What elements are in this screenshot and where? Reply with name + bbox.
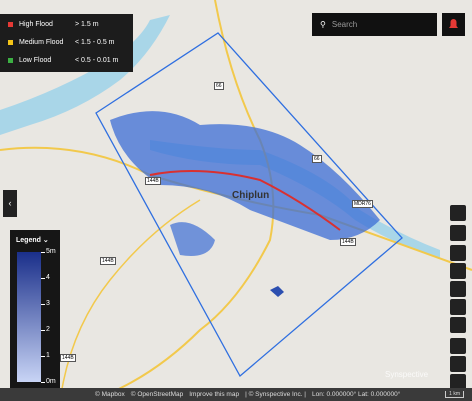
depth-legend: Legend ⌄ 5m 4 3 2 1 0m xyxy=(10,230,60,390)
road-shield: 144B xyxy=(340,238,356,246)
depth-tick xyxy=(41,278,45,279)
flood-legend-row: High Flood > 1.5 m xyxy=(0,16,133,32)
depth-label: 5m xyxy=(46,248,56,255)
depth-label: 3 xyxy=(46,300,50,307)
depth-tick xyxy=(41,356,45,357)
legend-title: Legend ⌄ xyxy=(16,237,49,244)
river xyxy=(0,15,170,135)
tool-button[interactable] xyxy=(450,338,466,354)
flood-area xyxy=(110,111,380,240)
road-shield: 144B xyxy=(100,257,116,265)
tool-button[interactable] xyxy=(450,374,466,390)
coordinates: Lon: 0.000000° Lat: 0.000000° xyxy=(312,391,401,398)
tool-button[interactable] xyxy=(450,263,466,279)
watermark: Synspective xyxy=(385,370,429,379)
attribution[interactable]: © Mapbox xyxy=(95,391,125,398)
flood-area xyxy=(270,286,284,297)
tool-button[interactable] xyxy=(450,205,466,221)
tool-button[interactable] xyxy=(450,317,466,333)
depth-label: 0m xyxy=(46,378,56,385)
swatch xyxy=(8,57,13,63)
scale-bar: 1 km xyxy=(445,391,464,398)
depth-tick xyxy=(41,382,45,383)
flood-label: High Flood xyxy=(19,20,53,28)
high-flood xyxy=(149,170,341,231)
aoi-boundary xyxy=(95,32,403,378)
flood-label: Low Flood xyxy=(19,56,52,64)
attribution: | © Synspective Inc. | xyxy=(245,391,306,398)
tool-button[interactable] xyxy=(450,245,466,261)
road-shield: 66 xyxy=(214,82,224,90)
road-shield: 66 xyxy=(312,155,322,163)
depth-tick xyxy=(41,330,45,331)
bell-icon xyxy=(449,19,458,28)
road-shield: MDR76 xyxy=(352,200,373,208)
notification-button[interactable] xyxy=(442,13,465,36)
flood-range: > 1.5 m xyxy=(75,20,99,28)
search-box[interactable]: ⚲ Search xyxy=(312,13,437,36)
road-shield: 144B xyxy=(60,354,76,362)
swatch xyxy=(8,21,13,27)
panel-toggle[interactable]: ‹ xyxy=(3,190,17,217)
flood-range: < 0.5 - 0.01 m xyxy=(75,56,119,64)
depth-tick xyxy=(41,252,45,253)
road-shield: 144B xyxy=(145,177,161,185)
depth-label: 1 xyxy=(46,352,50,359)
depth-ramp xyxy=(17,252,41,382)
flood-range: < 1.5 - 0.5 m xyxy=(75,38,115,46)
flood-area xyxy=(170,222,215,256)
tool-button[interactable] xyxy=(450,356,466,372)
tool-button[interactable] xyxy=(450,281,466,297)
road xyxy=(89,0,275,401)
depth-tick xyxy=(41,304,45,305)
legend-title-text: Legend xyxy=(16,237,41,244)
flood-legend-row: Low Flood < 0.5 - 0.01 m xyxy=(0,52,133,68)
tool-button[interactable] xyxy=(450,299,466,315)
attribution[interactable]: Improve this map xyxy=(189,391,240,398)
attribution[interactable]: © OpenStreetMap xyxy=(130,391,184,398)
attribution-bar: © Mapbox © OpenStreetMap Improve this ma… xyxy=(0,388,472,401)
tool-button[interactable] xyxy=(450,225,466,241)
town-label: Chiplun xyxy=(232,190,270,201)
search-placeholder: Search xyxy=(331,20,358,29)
depth-label: 4 xyxy=(46,274,50,281)
flood-legend-row: Medium Flood < 1.5 - 0.5 m xyxy=(0,34,133,50)
search-icon: ⚲ xyxy=(320,20,326,29)
flood-legend: High Flood > 1.5 m Medium Flood < 1.5 - 0.5… xyxy=(0,14,133,72)
depth-label: 2 xyxy=(46,326,50,333)
swatch xyxy=(8,39,13,45)
flood-label: Medium Flood xyxy=(19,38,64,46)
